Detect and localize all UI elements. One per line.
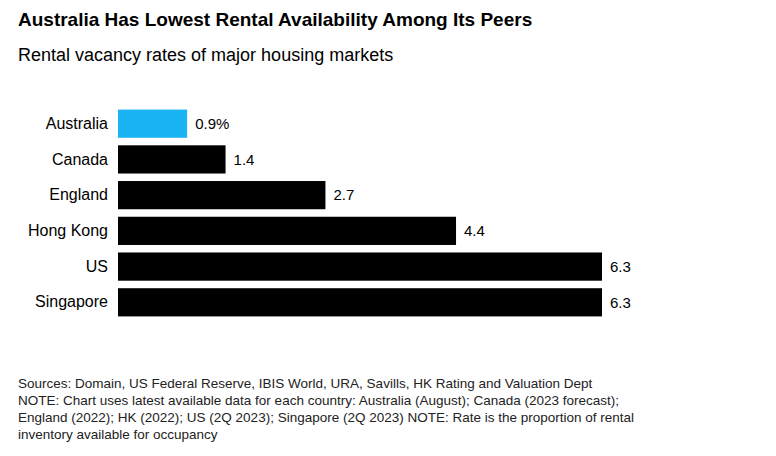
tick-label: Hong Kong [28, 222, 108, 239]
data-label: 0.9% [195, 115, 229, 132]
data-label: 6.3 [610, 258, 631, 275]
data-labels: 0.9% 1.4 2.7 4.4 6.3 6.3 [195, 115, 631, 311]
data-label: 2.7 [333, 186, 354, 203]
tick-label: England [49, 186, 108, 203]
tick: Hong Kong [28, 222, 108, 239]
tick-label: Canada [52, 151, 108, 168]
bar [118, 110, 187, 138]
note: NOTE: Chart uses latest available data f… [18, 393, 619, 408]
chart: Australia Has Lowest Rental Availability… [0, 0, 776, 456]
bar [118, 145, 226, 173]
note: inventory available for occupancy [18, 427, 218, 442]
note: England (2022); HK (2022); US (2Q 2023);… [18, 410, 634, 425]
y-axis: Australia Canada England Hong Kong US Singapo… [28, 115, 108, 311]
tick: Canada [52, 151, 108, 168]
subtitle: Rental vacancy rates of major housing ma… [18, 45, 393, 65]
note: Sources: Domain, US Federal Reserve, IBI… [18, 376, 592, 391]
tick: US [86, 258, 108, 275]
tick-label: US [86, 258, 108, 275]
tick: Singapore [35, 293, 108, 310]
tick-label: Australia [46, 115, 108, 132]
bar [118, 288, 602, 316]
bars [118, 110, 602, 317]
tick-label: Singapore [35, 293, 108, 310]
data-label: 1.4 [234, 151, 255, 168]
tick: Australia [46, 115, 108, 132]
notes: Sources: Domain, US Federal Reserve, IBI… [18, 376, 634, 442]
title: Australia Has Lowest Rental Availability… [18, 9, 532, 30]
bar [118, 252, 602, 280]
bar [118, 217, 456, 245]
data-label: 6.3 [610, 294, 631, 311]
data-label: 4.4 [464, 222, 485, 239]
bar [118, 181, 325, 209]
tick: England [49, 186, 108, 203]
